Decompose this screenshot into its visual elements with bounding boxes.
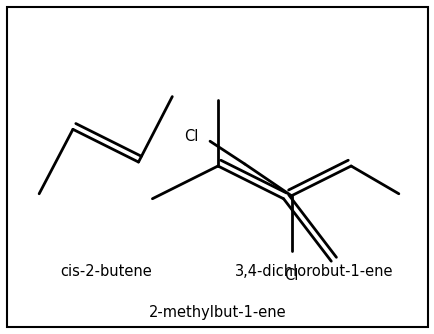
Text: Cl: Cl	[183, 129, 197, 144]
Text: cis-2-butene: cis-2-butene	[60, 264, 151, 279]
Text: 3,4-dichlorobut-1-ene: 3,4-dichlorobut-1-ene	[235, 264, 393, 279]
Text: 2-methylbut-1-ene: 2-methylbut-1-ene	[149, 305, 286, 320]
Text: Cl: Cl	[284, 268, 298, 283]
